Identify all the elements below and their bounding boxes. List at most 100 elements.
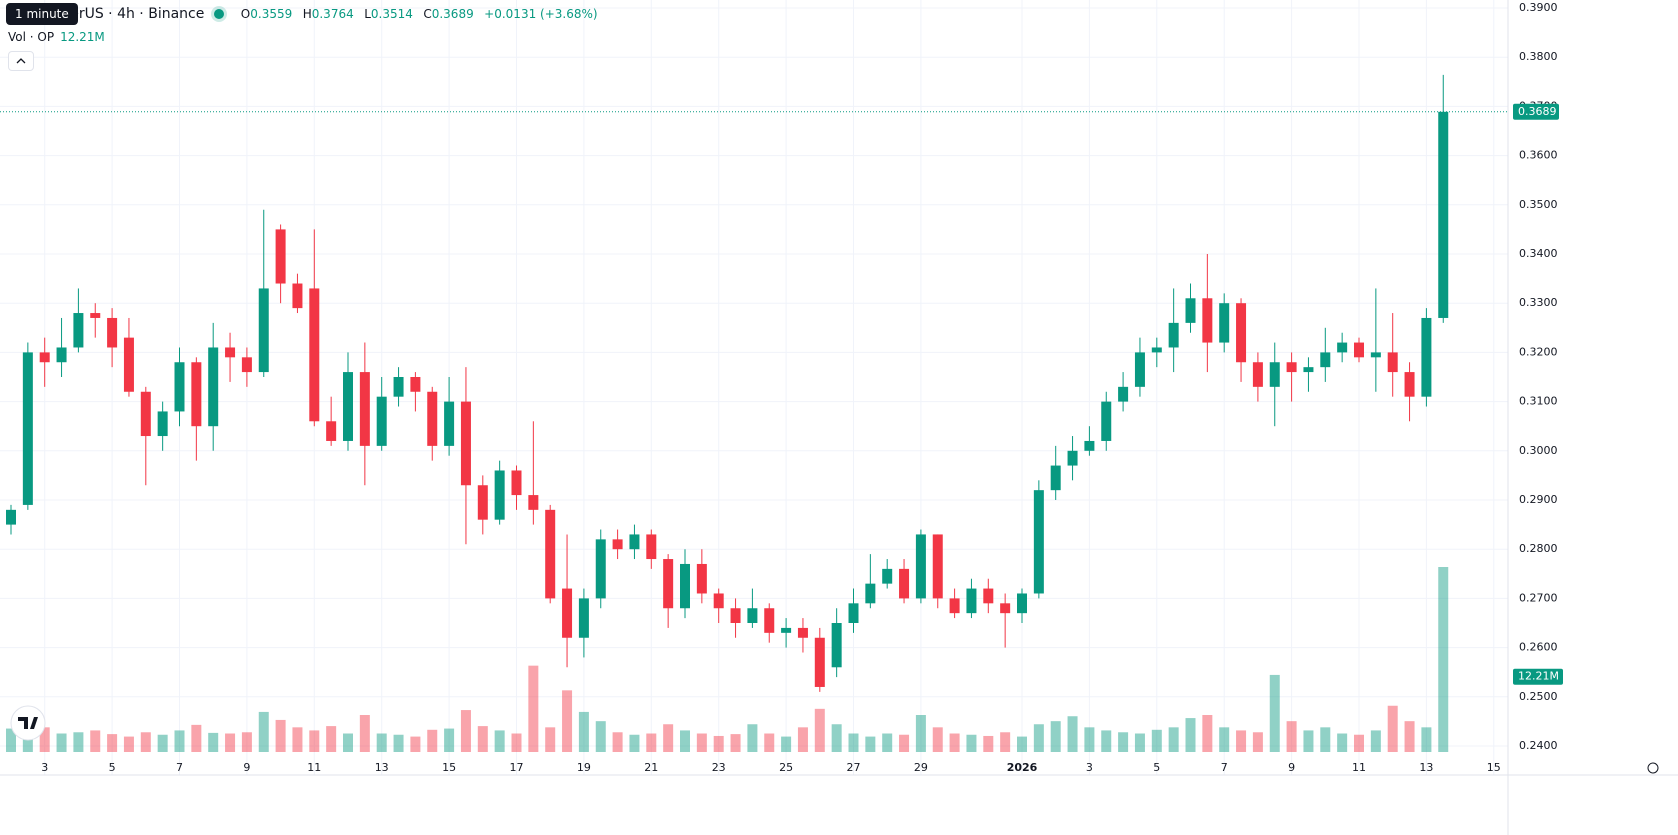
- volume-bar: [326, 726, 337, 752]
- volume-bar: [393, 734, 404, 752]
- y-tick-label: 0.2500: [1519, 690, 1558, 703]
- candle-body: [1370, 352, 1381, 358]
- volume-bar: [73, 732, 84, 752]
- volume-bar: [1387, 705, 1398, 752]
- x-tick-label: 25: [779, 761, 793, 774]
- candle-body: [612, 539, 623, 550]
- volume-bar: [949, 733, 960, 752]
- y-tick-label: 0.3600: [1519, 149, 1558, 162]
- candle-body: [1269, 362, 1280, 387]
- y-tick-label: 0.3900: [1519, 1, 1558, 14]
- candle-body: [797, 627, 808, 638]
- candle-body: [578, 598, 589, 638]
- y-tick-label: 0.3000: [1519, 444, 1558, 457]
- volume-bar: [1118, 732, 1129, 752]
- volume-bar: [1084, 727, 1095, 752]
- candle-body: [983, 588, 994, 604]
- volume-bar: [90, 730, 101, 752]
- volume-bar: [1185, 718, 1196, 752]
- volume-bar: [241, 732, 252, 752]
- x-tick-label: 5: [109, 761, 116, 774]
- legend-value: 0.3689: [431, 7, 474, 21]
- y-tick-label: 0.3200: [1519, 345, 1558, 358]
- x-tick-label: 7: [176, 761, 183, 774]
- volume-bar: [781, 736, 792, 752]
- volume-bar: [764, 733, 775, 752]
- volume-bar: [174, 730, 185, 752]
- volume-bar: [747, 724, 758, 752]
- x-tick-label: 15: [1487, 761, 1501, 774]
- volume-bar: [208, 732, 219, 752]
- candle-body: [545, 509, 556, 599]
- volume-bar: [1269, 674, 1280, 752]
- collapse-button[interactable]: [8, 51, 34, 71]
- chevron-icon: [16, 58, 26, 64]
- candle-body: [713, 593, 724, 609]
- candle-body: [747, 608, 758, 623]
- candle-body: [309, 288, 320, 422]
- x-tick-label: 7: [1221, 761, 1228, 774]
- price-tag: [1513, 103, 1559, 120]
- x-tick-label: 23: [712, 761, 726, 774]
- candle-body: [393, 377, 404, 397]
- x-tick-label: 5: [1153, 761, 1160, 774]
- volume-bar: [646, 733, 657, 752]
- volume-bar: [1168, 727, 1179, 752]
- candle-body: [696, 563, 707, 594]
- candle-body: [1337, 342, 1348, 353]
- volume-bar: [427, 729, 438, 752]
- volume-bar: [309, 730, 320, 752]
- y-tick-label: 0.3500: [1519, 198, 1558, 211]
- y-tick-label: 0.3300: [1519, 296, 1558, 309]
- logo-mark: [18, 717, 38, 729]
- x-tick-label: 21: [644, 761, 658, 774]
- candle-body: [865, 583, 876, 604]
- y-tick-label: 0.2600: [1519, 641, 1558, 654]
- volume-bar: [275, 719, 286, 752]
- y-tick-label: 0.2400: [1519, 739, 1558, 752]
- x-tick-label: 19: [577, 761, 591, 774]
- x-tick-label: 29: [914, 761, 928, 774]
- volume-bar: [663, 724, 674, 752]
- candle-body: [140, 391, 151, 437]
- volume-tag: [1513, 668, 1563, 685]
- legend-key: L: [364, 7, 371, 21]
- volume-bar: [814, 708, 825, 752]
- candle-body: [1101, 401, 1112, 441]
- x-tick-label: 9: [243, 761, 250, 774]
- candle-body: [1050, 465, 1061, 491]
- candle-body: [966, 588, 977, 614]
- volume-bar: [797, 727, 808, 752]
- x-tick-label: 11: [1352, 761, 1366, 774]
- legend-key: O: [240, 7, 251, 21]
- volume-bar: [848, 733, 859, 752]
- volume-value: 12.21M: [60, 30, 105, 44]
- candle-body: [1134, 352, 1145, 387]
- volume-bar: [730, 734, 741, 752]
- candle-body: [1303, 367, 1314, 373]
- volume-tag-label: 12.21M: [1518, 670, 1559, 683]
- candle-body: [460, 401, 471, 486]
- volume-bar: [1000, 732, 1011, 752]
- candle-body: [208, 347, 219, 427]
- candle-body: [764, 608, 775, 633]
- volume-bar: [932, 727, 943, 752]
- volume-bar: [915, 715, 926, 752]
- candle-body: [646, 534, 657, 560]
- x-tick-label: 11: [307, 761, 321, 774]
- volume-bar: [1033, 724, 1044, 752]
- candle-body: [1033, 490, 1044, 594]
- volume-bar: [1219, 727, 1230, 752]
- volume-title: Vol · OP: [8, 30, 55, 44]
- candle-body: [326, 421, 337, 441]
- candle-body: [1387, 352, 1398, 373]
- y-tick-label: 0.2700: [1519, 591, 1558, 604]
- volume-bar: [1303, 730, 1314, 752]
- volume-bar: [1017, 736, 1027, 752]
- volume-bar: [1236, 730, 1247, 752]
- x-tick-label: 3: [1086, 761, 1093, 774]
- candle-body: [932, 534, 943, 599]
- volume-bar: [1151, 729, 1162, 752]
- candle-body: [949, 598, 960, 614]
- candle-body: [899, 568, 910, 599]
